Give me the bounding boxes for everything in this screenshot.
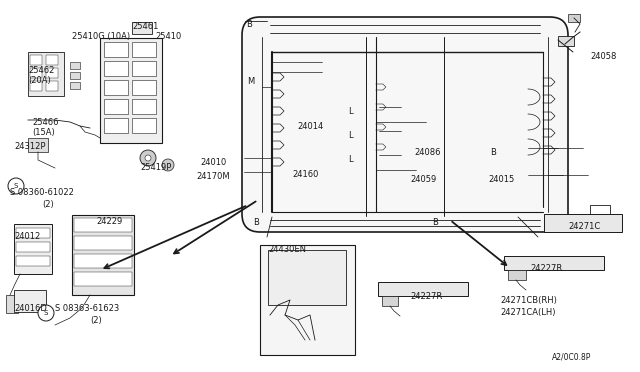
Circle shape (38, 305, 54, 321)
Text: 24016D: 24016D (14, 304, 47, 313)
Bar (74, 272, 132, 286)
Text: 24227R: 24227R (410, 292, 442, 301)
Text: L: L (348, 107, 353, 116)
Bar (16, 242, 50, 252)
Text: 24059: 24059 (410, 175, 436, 184)
Bar (132, 61, 156, 76)
Text: (15A): (15A) (32, 128, 55, 137)
Text: 25410G (10A): 25410G (10A) (72, 32, 130, 41)
Bar (132, 80, 156, 95)
Text: 25419P: 25419P (140, 163, 172, 172)
Text: 24271CA(LH): 24271CA(LH) (500, 308, 556, 317)
Bar (268, 250, 346, 305)
Text: B: B (246, 20, 252, 29)
Text: (2): (2) (42, 200, 54, 209)
Bar (132, 99, 156, 114)
Bar (508, 270, 526, 280)
Bar (558, 36, 574, 46)
Text: B: B (432, 218, 438, 227)
Bar (46, 81, 58, 91)
Text: 25462: 25462 (28, 66, 54, 75)
Bar (132, 42, 156, 57)
Bar (72, 215, 134, 295)
Bar (132, 22, 152, 34)
Text: 24170M: 24170M (196, 172, 230, 181)
Text: (2): (2) (90, 316, 102, 325)
Text: S: S (44, 310, 48, 316)
Bar (14, 290, 46, 312)
Bar (30, 81, 42, 91)
Bar (30, 68, 42, 78)
Bar (16, 228, 50, 238)
Text: 24312P: 24312P (14, 142, 45, 151)
Text: 24271C: 24271C (568, 222, 600, 231)
Bar (382, 296, 398, 306)
Circle shape (140, 150, 156, 166)
Bar (70, 72, 80, 79)
Text: 24014: 24014 (297, 122, 323, 131)
Bar (378, 282, 468, 296)
Text: 25466: 25466 (32, 118, 58, 127)
Bar (16, 256, 50, 266)
Text: 24086: 24086 (414, 148, 440, 157)
Bar (100, 38, 162, 143)
FancyBboxPatch shape (242, 17, 568, 232)
Bar (104, 118, 128, 133)
Text: 24015: 24015 (488, 175, 515, 184)
Bar (30, 55, 42, 65)
Text: L: L (348, 155, 353, 164)
Bar (70, 62, 80, 69)
Text: 25461: 25461 (132, 22, 158, 31)
Text: 24227R: 24227R (530, 264, 563, 273)
Text: 24229: 24229 (96, 217, 122, 226)
Bar (504, 256, 604, 270)
Bar (104, 99, 128, 114)
Text: L: L (348, 131, 353, 140)
Text: 24010: 24010 (200, 158, 227, 167)
Bar (6, 295, 18, 313)
Circle shape (162, 159, 174, 171)
Bar (74, 254, 132, 268)
Bar (28, 52, 64, 96)
Bar (544, 214, 622, 232)
Bar (104, 42, 128, 57)
Bar (132, 118, 156, 133)
Bar (568, 14, 580, 22)
Text: 25410: 25410 (155, 32, 181, 41)
Text: M: M (247, 77, 254, 86)
Bar (104, 61, 128, 76)
Bar (70, 82, 80, 89)
Bar (104, 80, 128, 95)
Text: S 08363-61623: S 08363-61623 (55, 304, 119, 313)
Text: S 08360-61022: S 08360-61022 (10, 188, 74, 197)
Text: S: S (14, 183, 18, 189)
Text: 24058: 24058 (590, 52, 616, 61)
Text: (20A): (20A) (28, 76, 51, 85)
Bar (28, 138, 48, 152)
Text: 24430EN: 24430EN (268, 245, 306, 254)
Bar (46, 68, 58, 78)
Text: 24012: 24012 (14, 232, 40, 241)
Bar (46, 55, 58, 65)
Bar (74, 236, 132, 250)
Bar (260, 245, 355, 355)
Circle shape (145, 155, 151, 161)
Circle shape (8, 178, 24, 194)
Bar (74, 218, 132, 232)
Text: 24160: 24160 (292, 170, 318, 179)
Bar (14, 224, 52, 274)
Text: 24271CB(RH): 24271CB(RH) (500, 296, 557, 305)
Text: A2/0C0.8P: A2/0C0.8P (552, 352, 591, 361)
Text: B: B (490, 148, 496, 157)
Text: B: B (253, 218, 259, 227)
